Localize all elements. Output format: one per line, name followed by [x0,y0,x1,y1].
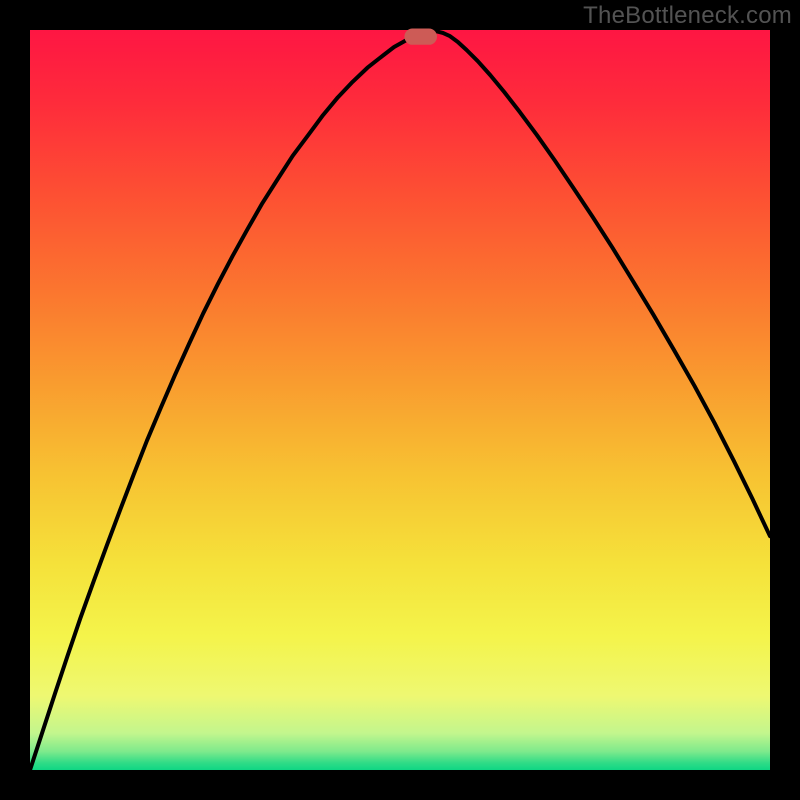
chart-svg [0,0,800,800]
bottleneck-chart: TheBottleneck.com [0,0,800,800]
plot-gradient-background [30,30,770,770]
minimum-marker [404,29,437,45]
watermark-label: TheBottleneck.com [583,2,792,30]
